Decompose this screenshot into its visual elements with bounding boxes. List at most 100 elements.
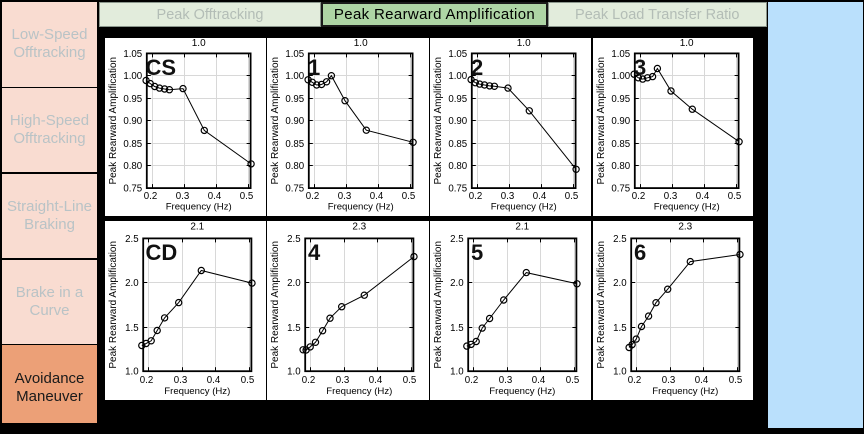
svg-text:Frequency (Hz): Frequency (Hz) — [652, 386, 718, 397]
svg-text:0.4: 0.4 — [533, 191, 547, 202]
svg-text:0.4: 0.4 — [369, 375, 383, 386]
svg-text:0.2: 0.2 — [302, 375, 315, 386]
svg-text:Peak Rearward Amplification: Peak Rearward Amplification — [108, 57, 119, 185]
svg-text:1.5: 1.5 — [613, 323, 626, 334]
svg-text:0.80: 0.80 — [611, 161, 630, 172]
svg-text:Peak Rearward Amplification: Peak Rearward Amplification — [270, 57, 281, 185]
svg-text:0.5: 0.5 — [728, 375, 741, 386]
svg-text:0.95: 0.95 — [611, 94, 630, 105]
svg-text:2.3: 2.3 — [353, 222, 367, 233]
svg-text:2.1: 2.1 — [190, 222, 204, 233]
svg-text:0.3: 0.3 — [501, 191, 514, 202]
svg-text:2.5: 2.5 — [287, 234, 300, 245]
svg-text:0.3: 0.3 — [174, 375, 187, 386]
svg-text:0.5: 0.5 — [402, 191, 415, 202]
svg-text:0.3: 0.3 — [338, 191, 351, 202]
svg-text:0.85: 0.85 — [286, 139, 305, 150]
svg-text:1: 1 — [308, 55, 320, 80]
svg-text:0.95: 0.95 — [449, 94, 468, 105]
svg-text:0.75: 0.75 — [286, 184, 305, 195]
svg-text:0.90: 0.90 — [286, 116, 305, 127]
svg-text:Frequency (Hz): Frequency (Hz) — [653, 201, 719, 212]
svg-text:1.00: 1.00 — [123, 71, 142, 82]
svg-text:0.5: 0.5 — [727, 191, 740, 202]
svg-text:0.85: 0.85 — [611, 139, 630, 150]
svg-text:Frequency (Hz): Frequency (Hz) — [164, 386, 230, 397]
svg-text:0.75: 0.75 — [449, 184, 468, 195]
svg-text:3: 3 — [634, 55, 646, 80]
svg-text:0.3: 0.3 — [336, 375, 349, 386]
svg-text:1.00: 1.00 — [611, 71, 630, 82]
svg-text:1.5: 1.5 — [451, 323, 464, 334]
svg-text:Peak Rearward Amplification: Peak Rearward Amplification — [108, 241, 119, 369]
svg-text:1.00: 1.00 — [449, 71, 468, 82]
svg-text:0.4: 0.4 — [532, 375, 546, 386]
svg-text:2: 2 — [471, 55, 483, 80]
svg-text:0.90: 0.90 — [123, 116, 142, 127]
svg-text:Peak Rearward Amplification: Peak Rearward Amplification — [433, 241, 444, 369]
svg-text:0.4: 0.4 — [694, 375, 708, 386]
svg-text:1.0: 1.0 — [287, 367, 301, 378]
svg-text:0.3: 0.3 — [663, 191, 676, 202]
svg-text:Frequency (Hz): Frequency (Hz) — [326, 386, 392, 397]
svg-text:0.3: 0.3 — [499, 375, 512, 386]
svg-text:0.80: 0.80 — [449, 161, 468, 172]
svg-text:1.0: 1.0 — [354, 38, 368, 49]
svg-text:Frequency (Hz): Frequency (Hz) — [490, 386, 556, 397]
svg-text:1.05: 1.05 — [449, 49, 468, 60]
svg-text:1.5: 1.5 — [287, 323, 300, 334]
svg-text:Peak Rearward Amplification: Peak Rearward Amplification — [596, 241, 607, 369]
svg-text:CS: CS — [145, 55, 176, 80]
svg-text:1.05: 1.05 — [123, 49, 142, 60]
svg-text:2.1: 2.1 — [516, 222, 530, 233]
svg-text:2.0: 2.0 — [451, 278, 465, 289]
svg-text:0.85: 0.85 — [449, 139, 468, 150]
svg-text:0.85: 0.85 — [123, 139, 142, 150]
svg-text:2.3: 2.3 — [678, 222, 692, 233]
svg-text:0.3: 0.3 — [661, 375, 674, 386]
svg-text:0.4: 0.4 — [208, 191, 222, 202]
svg-text:0.2: 0.2 — [306, 191, 319, 202]
svg-text:0.90: 0.90 — [449, 116, 468, 127]
svg-text:1.0: 1.0 — [192, 38, 206, 49]
svg-text:2.0: 2.0 — [613, 278, 627, 289]
svg-text:0.2: 0.2 — [144, 191, 157, 202]
svg-text:CD: CD — [145, 240, 177, 265]
svg-text:1.0: 1.0 — [679, 38, 693, 49]
svg-text:Frequency (Hz): Frequency (Hz) — [491, 201, 557, 212]
svg-text:0.75: 0.75 — [611, 184, 630, 195]
svg-text:0.95: 0.95 — [286, 94, 305, 105]
svg-text:6: 6 — [634, 240, 646, 265]
svg-text:1.5: 1.5 — [125, 323, 138, 334]
svg-text:0.2: 0.2 — [140, 375, 153, 386]
svg-text:Frequency (Hz): Frequency (Hz) — [328, 201, 394, 212]
svg-text:0.80: 0.80 — [286, 161, 305, 172]
svg-text:0.2: 0.2 — [469, 191, 482, 202]
svg-text:2.5: 2.5 — [451, 234, 464, 245]
svg-text:1.00: 1.00 — [286, 71, 305, 82]
svg-text:5: 5 — [471, 240, 483, 265]
svg-text:Peak Rearward Amplification: Peak Rearward Amplification — [270, 241, 281, 369]
svg-text:0.2: 0.2 — [465, 375, 478, 386]
svg-text:0.5: 0.5 — [565, 191, 578, 202]
svg-text:1.05: 1.05 — [611, 49, 630, 60]
svg-text:0.5: 0.5 — [241, 375, 254, 386]
svg-text:2.0: 2.0 — [125, 278, 139, 289]
svg-text:0.4: 0.4 — [695, 191, 709, 202]
svg-text:Peak Rearward Amplification: Peak Rearward Amplification — [596, 57, 607, 185]
svg-text:1.0: 1.0 — [451, 367, 465, 378]
svg-text:Peak Rearward Amplification: Peak Rearward Amplification — [433, 57, 444, 185]
svg-text:0.2: 0.2 — [627, 375, 640, 386]
svg-text:0.3: 0.3 — [176, 191, 189, 202]
svg-text:0.90: 0.90 — [611, 116, 630, 127]
svg-text:4: 4 — [308, 240, 321, 265]
svg-text:1.0: 1.0 — [517, 38, 531, 49]
svg-text:0.4: 0.4 — [207, 375, 221, 386]
svg-text:1.0: 1.0 — [125, 367, 139, 378]
svg-text:Frequency (Hz): Frequency (Hz) — [166, 201, 232, 212]
svg-text:0.80: 0.80 — [123, 161, 142, 172]
svg-text:1.0: 1.0 — [613, 367, 627, 378]
svg-text:0.5: 0.5 — [240, 191, 253, 202]
svg-text:0.75: 0.75 — [123, 184, 142, 195]
svg-text:0.5: 0.5 — [403, 375, 416, 386]
